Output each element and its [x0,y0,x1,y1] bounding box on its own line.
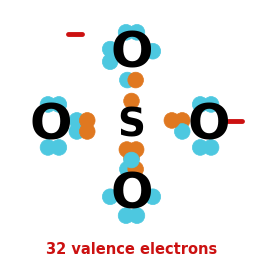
Circle shape [129,208,145,223]
Circle shape [102,189,118,205]
Circle shape [119,72,135,88]
Circle shape [119,161,135,177]
Circle shape [124,152,139,168]
Circle shape [174,113,190,128]
Circle shape [193,96,208,112]
Circle shape [128,161,144,177]
Text: S: S [118,107,145,145]
Circle shape [102,54,118,70]
Circle shape [145,189,161,205]
Circle shape [69,113,85,128]
Text: O: O [29,102,72,150]
Circle shape [79,113,95,128]
Circle shape [40,140,56,155]
Circle shape [193,140,208,155]
Text: O: O [110,30,153,78]
Circle shape [124,93,139,109]
Circle shape [118,24,134,40]
Circle shape [124,150,139,166]
Text: O: O [187,102,230,150]
Circle shape [128,72,144,88]
Circle shape [51,140,67,155]
Circle shape [69,123,85,139]
Circle shape [102,41,118,57]
Circle shape [79,123,95,139]
Circle shape [174,123,190,139]
Circle shape [129,24,145,40]
Circle shape [203,140,219,155]
Circle shape [145,43,161,59]
Circle shape [128,142,144,157]
Circle shape [164,113,180,128]
Circle shape [203,96,219,112]
Circle shape [40,96,56,112]
Text: 32 valence electrons: 32 valence electrons [46,242,217,257]
Circle shape [119,142,135,157]
Circle shape [51,96,67,112]
Circle shape [118,208,134,223]
Text: O: O [110,170,153,218]
